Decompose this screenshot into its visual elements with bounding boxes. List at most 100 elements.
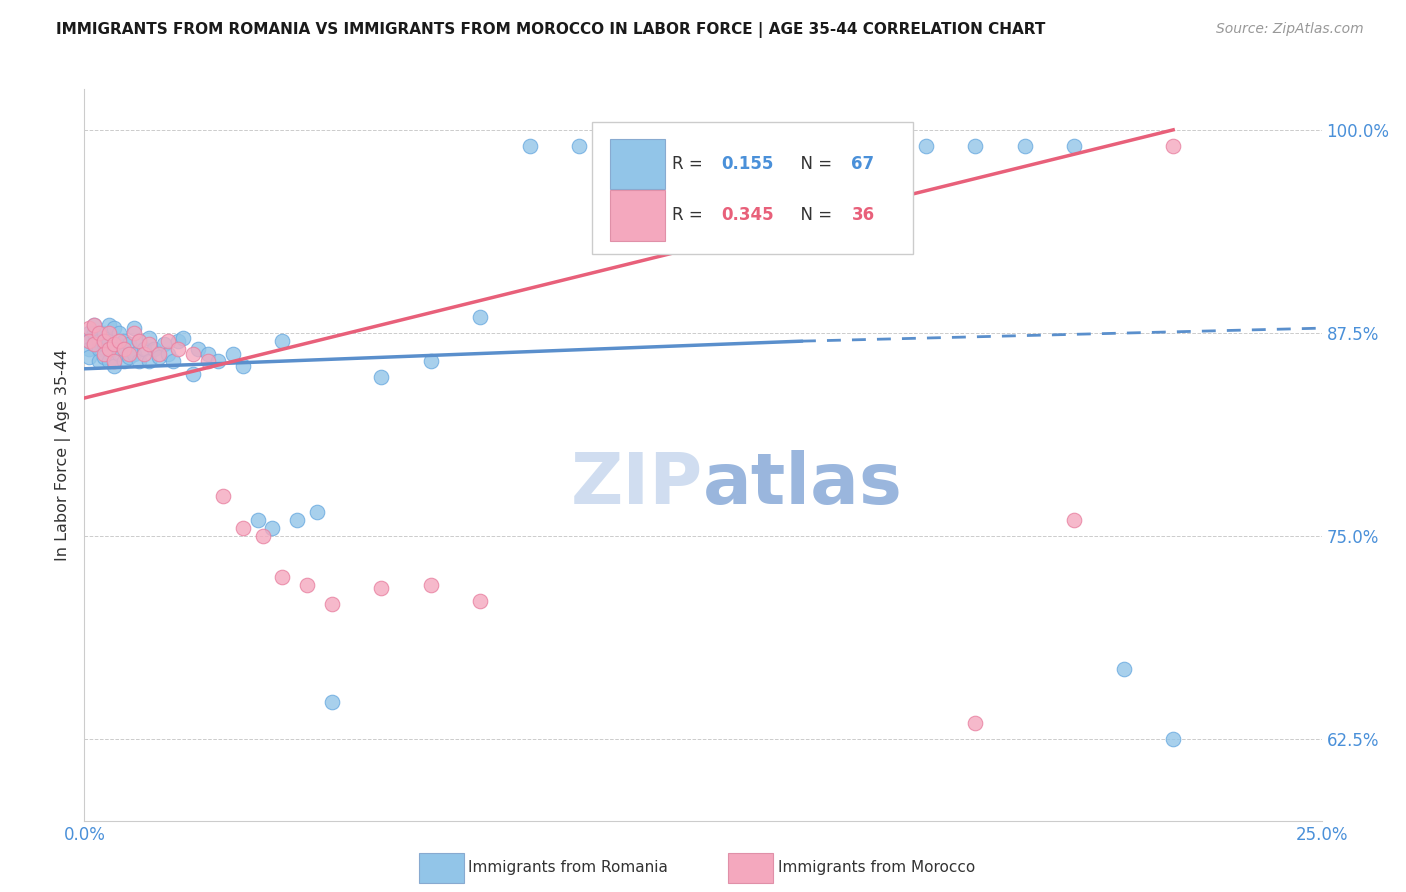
Point — [865, 139, 887, 153]
Point — [89, 353, 111, 368]
Text: 36: 36 — [852, 206, 875, 224]
Point — [108, 347, 131, 361]
Point — [79, 334, 101, 348]
Point — [148, 347, 170, 361]
Point — [79, 343, 101, 357]
Text: Source: ZipAtlas.com: Source: ZipAtlas.com — [1216, 22, 1364, 37]
Point — [207, 353, 229, 368]
Point — [89, 326, 111, 340]
Point — [305, 505, 328, 519]
Point — [79, 321, 101, 335]
Point — [98, 353, 121, 368]
Point — [162, 353, 184, 368]
Point — [79, 334, 101, 348]
Point — [89, 334, 111, 348]
Point — [965, 139, 987, 153]
Point — [83, 318, 105, 332]
Point — [666, 139, 689, 153]
Point — [93, 326, 115, 340]
Point — [617, 139, 640, 153]
Text: Immigrants from Morocco: Immigrants from Morocco — [778, 861, 974, 875]
Point — [98, 326, 121, 340]
Point — [93, 347, 115, 361]
Point — [252, 529, 274, 543]
Point — [568, 139, 591, 153]
Point — [1112, 663, 1135, 677]
Point — [370, 581, 392, 595]
Text: 67: 67 — [852, 155, 875, 173]
Text: 0.345: 0.345 — [721, 206, 775, 224]
Point — [152, 337, 174, 351]
Point — [103, 321, 125, 335]
Point — [914, 139, 936, 153]
Point — [112, 343, 135, 357]
Point — [232, 359, 254, 373]
Point — [79, 326, 101, 340]
Point — [89, 343, 111, 357]
Point — [122, 326, 145, 340]
Point — [157, 334, 180, 348]
Point — [197, 353, 219, 368]
Point — [103, 359, 125, 373]
Point — [122, 321, 145, 335]
Point — [118, 351, 141, 365]
Y-axis label: In Labor Force | Age 35-44: In Labor Force | Age 35-44 — [55, 349, 72, 561]
Point — [103, 343, 125, 357]
FancyBboxPatch shape — [610, 139, 665, 189]
Point — [83, 326, 105, 340]
Point — [128, 334, 150, 348]
Point — [419, 353, 441, 368]
Text: R =: R = — [672, 155, 709, 173]
Point — [103, 353, 125, 368]
Point — [132, 343, 155, 357]
Point — [965, 716, 987, 731]
Point — [98, 334, 121, 348]
Point — [1063, 139, 1085, 153]
Point — [419, 578, 441, 592]
Point — [232, 521, 254, 535]
Point — [83, 337, 105, 351]
Point — [93, 334, 115, 348]
Point — [370, 370, 392, 384]
Point — [1063, 513, 1085, 527]
Point — [766, 139, 789, 153]
Point — [98, 318, 121, 332]
Point — [83, 318, 105, 332]
Point — [167, 334, 190, 348]
Point — [470, 310, 492, 324]
Point — [103, 337, 125, 351]
Point — [148, 351, 170, 365]
Point — [128, 334, 150, 348]
Point — [112, 353, 135, 368]
Point — [98, 343, 121, 357]
Point — [108, 326, 131, 340]
Point — [138, 337, 160, 351]
Text: 0.155: 0.155 — [721, 155, 773, 173]
Text: Immigrants from Romania: Immigrants from Romania — [468, 861, 668, 875]
Point — [93, 351, 115, 365]
Point — [187, 343, 209, 357]
Text: atlas: atlas — [703, 450, 903, 518]
Point — [108, 334, 131, 348]
Point — [271, 570, 294, 584]
Point — [865, 139, 887, 153]
FancyBboxPatch shape — [592, 122, 914, 253]
Point — [128, 353, 150, 368]
Point — [271, 334, 294, 348]
Text: IMMIGRANTS FROM ROMANIA VS IMMIGRANTS FROM MOROCCO IN LABOR FORCE | AGE 35-44 CO: IMMIGRANTS FROM ROMANIA VS IMMIGRANTS FR… — [56, 22, 1046, 38]
Point — [222, 347, 245, 361]
Point — [132, 347, 155, 361]
Point — [246, 513, 269, 527]
Point — [519, 139, 541, 153]
Point — [262, 521, 284, 535]
Text: ZIP: ZIP — [571, 450, 703, 518]
Point — [167, 343, 190, 357]
Point — [181, 347, 204, 361]
Point — [1161, 732, 1184, 747]
Point — [118, 347, 141, 361]
Point — [321, 598, 343, 612]
Text: R =: R = — [672, 206, 709, 224]
Point — [138, 353, 160, 368]
Point — [79, 351, 101, 365]
Point — [138, 331, 160, 345]
